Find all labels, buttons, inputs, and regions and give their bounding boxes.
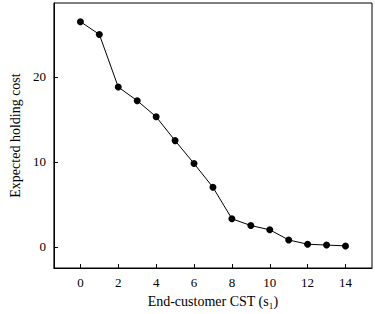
svg-text:10: 10: [33, 154, 46, 169]
svg-text:12: 12: [301, 275, 314, 290]
svg-text:Expected holding cost: Expected holding cost: [8, 73, 23, 198]
svg-text:8: 8: [229, 275, 236, 290]
svg-text:0: 0: [39, 239, 46, 254]
svg-text:14: 14: [339, 275, 353, 290]
svg-text:20: 20: [33, 69, 46, 84]
svg-text:10: 10: [263, 275, 276, 290]
svg-text:6: 6: [191, 275, 198, 290]
svg-text:2: 2: [115, 275, 122, 290]
svg-text:End-customer CST (s₁): End-customer CST (s₁): [148, 294, 279, 310]
svg-text:0: 0: [77, 275, 84, 290]
svg-text:4: 4: [153, 275, 160, 290]
